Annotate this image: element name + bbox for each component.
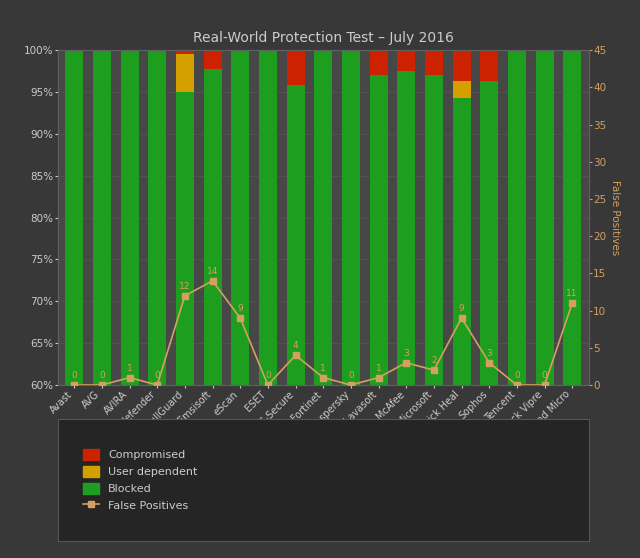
Text: 4: 4 [292,341,298,350]
Text: 12: 12 [179,282,191,291]
Text: 1: 1 [321,364,326,373]
Bar [536,50,554,51]
Bar [287,50,305,85]
Bar [425,75,443,385]
Bar [259,50,277,51]
Text: 9: 9 [237,304,243,313]
Text: 11: 11 [566,289,578,298]
Bar [452,98,470,385]
Bar [314,50,332,385]
Bar [342,50,360,51]
Text: 0: 0 [265,371,271,380]
Bar [480,81,498,385]
Bar [563,50,581,385]
Bar [452,81,470,98]
Bar [176,92,194,385]
Bar [508,50,526,385]
Bar [425,50,443,75]
Bar [231,50,249,385]
Text: 0: 0 [99,371,105,380]
Bar [65,51,83,385]
Text: 1: 1 [376,364,381,373]
Text: 0: 0 [541,371,547,380]
Text: 3: 3 [403,349,409,358]
Text: 0: 0 [514,371,520,380]
Text: 3: 3 [486,349,492,358]
Bar [342,51,360,385]
Bar [369,50,388,75]
Bar [120,50,138,51]
Bar [65,50,83,51]
Bar [397,71,415,385]
Bar [93,50,111,385]
Text: 14: 14 [207,267,218,276]
Bar [176,54,194,92]
Text: 0: 0 [71,371,77,380]
Bar [204,69,221,385]
Bar [259,51,277,385]
Title: Real-World Protection Test – July 2016: Real-World Protection Test – July 2016 [193,31,454,45]
Y-axis label: False Positives: False Positives [610,180,620,255]
Bar [452,50,470,81]
Bar [176,50,194,54]
Text: 0: 0 [348,371,354,380]
Bar [204,50,221,69]
Bar [148,50,166,51]
Bar [397,50,415,71]
Bar [287,85,305,385]
Bar [536,51,554,385]
Legend: Compromised, User dependent, Blocked, False Positives: Compromised, User dependent, Blocked, Fa… [74,440,207,520]
Text: 0: 0 [154,371,160,380]
Bar [148,51,166,385]
Text: 2: 2 [431,356,436,365]
Text: 1: 1 [127,364,132,373]
Bar [369,75,388,385]
Text: 9: 9 [459,304,465,313]
Bar [480,50,498,81]
Bar [120,51,138,385]
